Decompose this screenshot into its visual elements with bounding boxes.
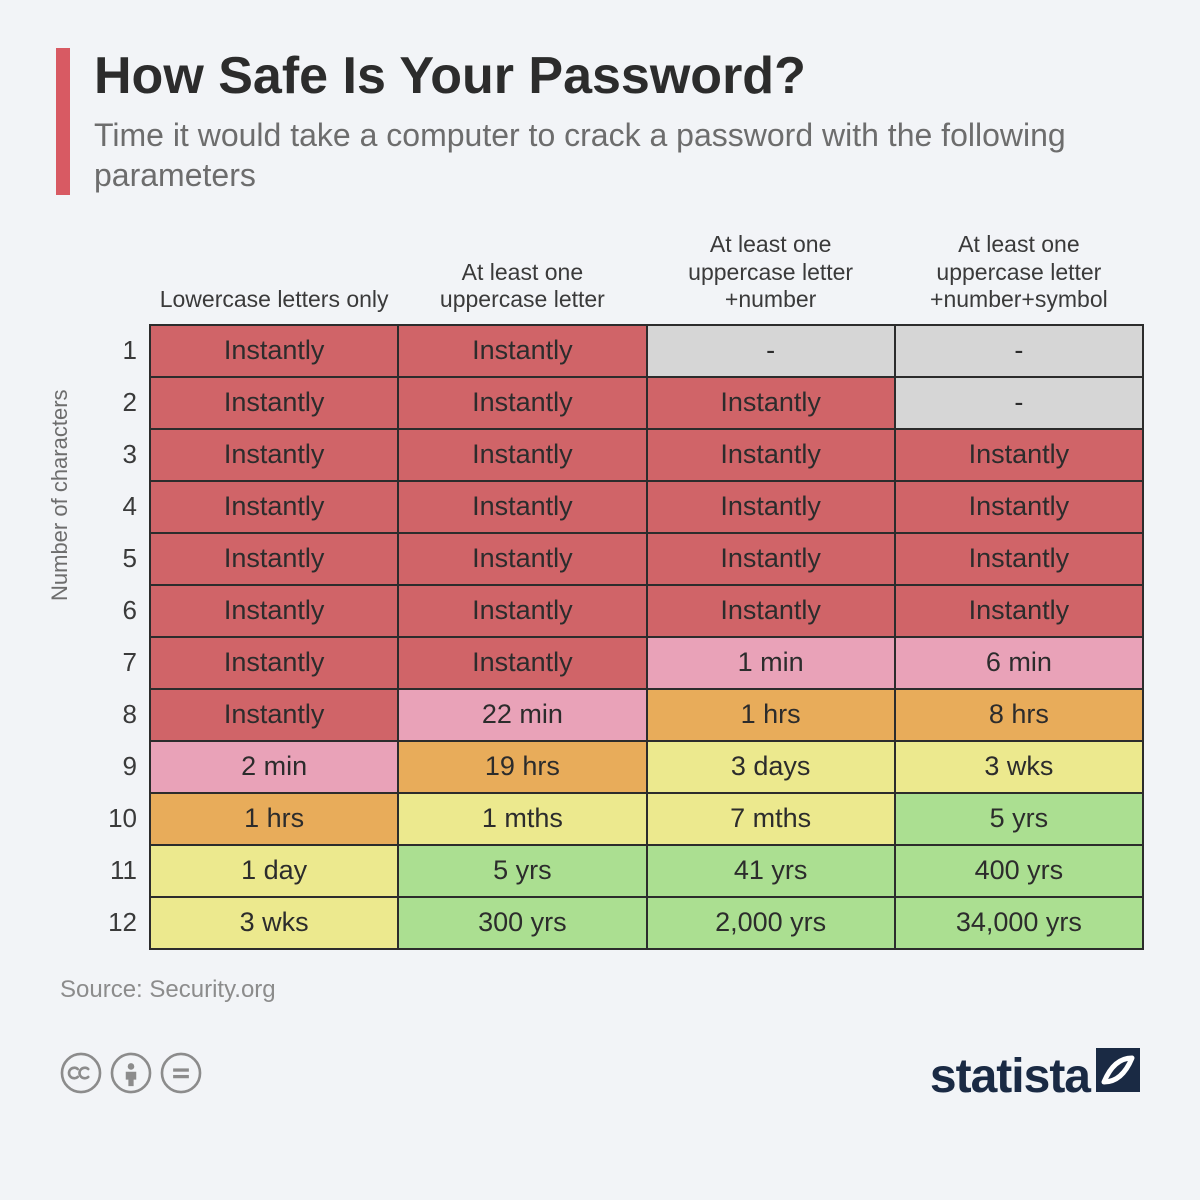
table-cell: 1 hrs (150, 793, 398, 845)
table-cell: Instantly (150, 325, 398, 377)
table-cell: 5 yrs (895, 793, 1143, 845)
table-row: 5InstantlyInstantlyInstantlyInstantly (96, 533, 1143, 585)
table-cell: Instantly (398, 429, 646, 481)
header: How Safe Is Your Password? Time it would… (56, 48, 1144, 195)
table-cell: 1 day (150, 845, 398, 897)
brand: statista (930, 1048, 1140, 1104)
corner-spacer (96, 225, 150, 325)
table-cell: - (647, 325, 895, 377)
row-label: 9 (96, 741, 150, 793)
page-title: How Safe Is Your Password? (94, 48, 1144, 105)
table-cell: 6 min (895, 637, 1143, 689)
table-cell: 1 mths (398, 793, 646, 845)
table-cell: Instantly (647, 481, 895, 533)
row-label: 7 (96, 637, 150, 689)
table-cell: Instantly (150, 637, 398, 689)
table-cell: Instantly (150, 429, 398, 481)
footer: statista (56, 1048, 1144, 1104)
row-label: 8 (96, 689, 150, 741)
table-cell: Instantly (150, 377, 398, 429)
row-label: 12 (96, 897, 150, 949)
table-row: 111 day5 yrs41 yrs400 yrs (96, 845, 1143, 897)
table-row: 101 hrs1 mths7 mths5 yrs (96, 793, 1143, 845)
table-row: 7InstantlyInstantly1 min6 min (96, 637, 1143, 689)
by-icon (110, 1052, 152, 1099)
table-cell: Instantly (647, 533, 895, 585)
row-label: 11 (96, 845, 150, 897)
table-cell: 1 hrs (647, 689, 895, 741)
table-cell: 3 days (647, 741, 895, 793)
table-cell: Instantly (398, 325, 646, 377)
table-cell: 1 min (647, 637, 895, 689)
col-header: At least one uppercase letter +number+sy… (895, 225, 1143, 325)
table-cell: Instantly (398, 637, 646, 689)
table-cell: Instantly (398, 481, 646, 533)
table-row: 2InstantlyInstantlyInstantly- (96, 377, 1143, 429)
table-cell: 3 wks (150, 897, 398, 949)
license-icons (60, 1052, 202, 1099)
table-header-row: Lowercase letters only At least one uppe… (96, 225, 1143, 325)
table-container: Number of characters Lowercase letters o… (96, 225, 1144, 950)
table-cell: 2 min (150, 741, 398, 793)
table-row: 8Instantly22 min1 hrs8 hrs (96, 689, 1143, 741)
cc-icon (60, 1052, 102, 1099)
row-label: 2 (96, 377, 150, 429)
table-cell: Instantly (895, 585, 1143, 637)
table-row: 4InstantlyInstantlyInstantlyInstantly (96, 481, 1143, 533)
brand-text: statista (930, 1049, 1090, 1104)
password-table: Lowercase letters only At least one uppe… (96, 225, 1144, 950)
table-row: 92 min19 hrs3 days3 wks (96, 741, 1143, 793)
row-label: 5 (96, 533, 150, 585)
table-cell: Instantly (647, 429, 895, 481)
row-label: 6 (96, 585, 150, 637)
table-cell: Instantly (398, 585, 646, 637)
table-cell: Instantly (398, 533, 646, 585)
table-cell: Instantly (150, 481, 398, 533)
table-cell: Instantly (895, 481, 1143, 533)
table-cell: 7 mths (647, 793, 895, 845)
table-cell: 2,000 yrs (647, 897, 895, 949)
nd-icon (160, 1052, 202, 1099)
table-cell: 19 hrs (398, 741, 646, 793)
row-label: 10 (96, 793, 150, 845)
table-cell: Instantly (647, 585, 895, 637)
table-row: 123 wks300 yrs2,000 yrs34,000 yrs (96, 897, 1143, 949)
col-header: At least one uppercase letter (398, 225, 646, 325)
table-body: 1InstantlyInstantly--2InstantlyInstantly… (96, 325, 1143, 949)
table-cell: 41 yrs (647, 845, 895, 897)
table-cell: Instantly (895, 429, 1143, 481)
table-cell: 300 yrs (398, 897, 646, 949)
table-cell: Instantly (398, 377, 646, 429)
y-axis-label: Number of characters (47, 389, 73, 601)
brand-logo-icon (1096, 1048, 1140, 1097)
table-cell: 34,000 yrs (895, 897, 1143, 949)
col-header: At least one uppercase letter +number (647, 225, 895, 325)
col-header: Lowercase letters only (150, 225, 398, 325)
row-label: 3 (96, 429, 150, 481)
table-cell: Instantly (150, 533, 398, 585)
table-cell: 3 wks (895, 741, 1143, 793)
table-cell: Instantly (647, 377, 895, 429)
table-cell: 8 hrs (895, 689, 1143, 741)
table-cell: Instantly (150, 689, 398, 741)
row-label: 4 (96, 481, 150, 533)
table-row: 6InstantlyInstantlyInstantlyInstantly (96, 585, 1143, 637)
table-cell: 5 yrs (398, 845, 646, 897)
page-subtitle: Time it would take a computer to crack a… (94, 115, 1144, 195)
table-cell: - (895, 377, 1143, 429)
table-cell: 400 yrs (895, 845, 1143, 897)
table-row: 1InstantlyInstantly-- (96, 325, 1143, 377)
table-cell: Instantly (150, 585, 398, 637)
source-text: Source: Security.org (56, 976, 1144, 1004)
table-row: 3InstantlyInstantlyInstantlyInstantly (96, 429, 1143, 481)
table-cell: - (895, 325, 1143, 377)
row-label: 1 (96, 325, 150, 377)
table-cell: Instantly (895, 533, 1143, 585)
table-cell: 22 min (398, 689, 646, 741)
